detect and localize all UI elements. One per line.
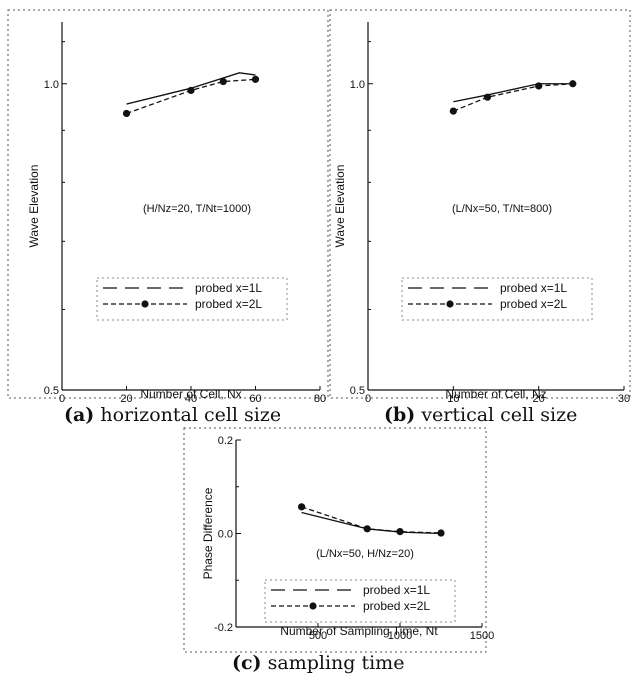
data-point	[396, 528, 403, 535]
legend-label-2: probed x=2L	[363, 599, 430, 613]
y-tick-label: 0.5	[350, 385, 365, 397]
y-tick-label: 0.0	[218, 529, 233, 541]
data-point	[535, 82, 542, 89]
data-point	[187, 87, 194, 94]
caption-c-letter: (c)	[232, 652, 262, 674]
x-tick-label: 80	[314, 393, 326, 405]
legend-marker	[309, 602, 316, 609]
condition-annotation: (H/Nz=20, T/Nt=1000)	[143, 203, 251, 215]
legend-label-1: probed x=1L	[500, 281, 567, 295]
caption-a-text: horizontal cell size	[100, 404, 281, 426]
data-point	[298, 503, 305, 510]
y-axis-label: Wave Elevation	[27, 165, 41, 248]
legend: probed x=1L probed x=2L	[265, 580, 455, 622]
series-line-1	[453, 84, 572, 102]
condition-annotation: (L/Nx=50, H/Nz=20)	[316, 548, 414, 560]
x-tick-label: 30	[618, 393, 630, 405]
y-axis-label: Phase Difference	[201, 487, 215, 579]
data-point	[252, 76, 259, 83]
legend: probed x=1L probed x=2L	[402, 278, 592, 320]
caption-c-text: sampling time	[268, 652, 405, 674]
series-line-1	[302, 512, 441, 533]
data-point	[450, 107, 457, 114]
y-axis-label: Wave Elevation	[333, 165, 347, 248]
x-axis-label: Number of Cell, Nz	[445, 387, 546, 401]
data-point	[484, 94, 491, 101]
caption-a: (a) horizontal cell size	[64, 404, 281, 426]
data-point	[220, 78, 227, 85]
y-tick-label: 0.2	[218, 435, 233, 447]
caption-a-letter: (a)	[64, 404, 94, 426]
legend-label-1: probed x=1L	[195, 281, 262, 295]
data-point	[364, 525, 371, 532]
caption-b-text: vertical cell size	[421, 404, 577, 426]
data-point	[123, 110, 130, 117]
legend-label-1: probed x=1L	[363, 583, 430, 597]
caption-b: (b) vertical cell size	[384, 404, 577, 426]
legend-marker	[141, 300, 148, 307]
y-tick-label: 0.5	[44, 385, 59, 397]
x-tick-label: 1500	[470, 630, 494, 642]
data-point	[437, 529, 444, 536]
y-tick-label: 1.0	[44, 79, 59, 91]
x-axis-label: Number of Sampling Time, Nt	[280, 624, 438, 638]
legend-label-2: probed x=2L	[195, 297, 262, 311]
series-line-2	[453, 84, 572, 111]
caption-b-letter: (b)	[384, 404, 415, 426]
condition-annotation: (L/Nx=50, T/Nt=800)	[452, 203, 552, 215]
series-line-2	[302, 507, 441, 533]
legend-label-2: probed x=2L	[500, 297, 567, 311]
data-point	[569, 80, 576, 87]
legend-marker	[446, 300, 453, 307]
y-tick-label: -0.2	[214, 622, 233, 634]
x-tick-label: 0	[365, 393, 371, 405]
series-line-2	[127, 79, 256, 113]
legend: probed x=1L probed x=2L	[97, 278, 287, 320]
caption-c: (c) sampling time	[232, 652, 404, 674]
y-tick-label: 1.0	[350, 79, 365, 91]
x-axis-label: Number of Cell, Nx	[140, 387, 241, 401]
